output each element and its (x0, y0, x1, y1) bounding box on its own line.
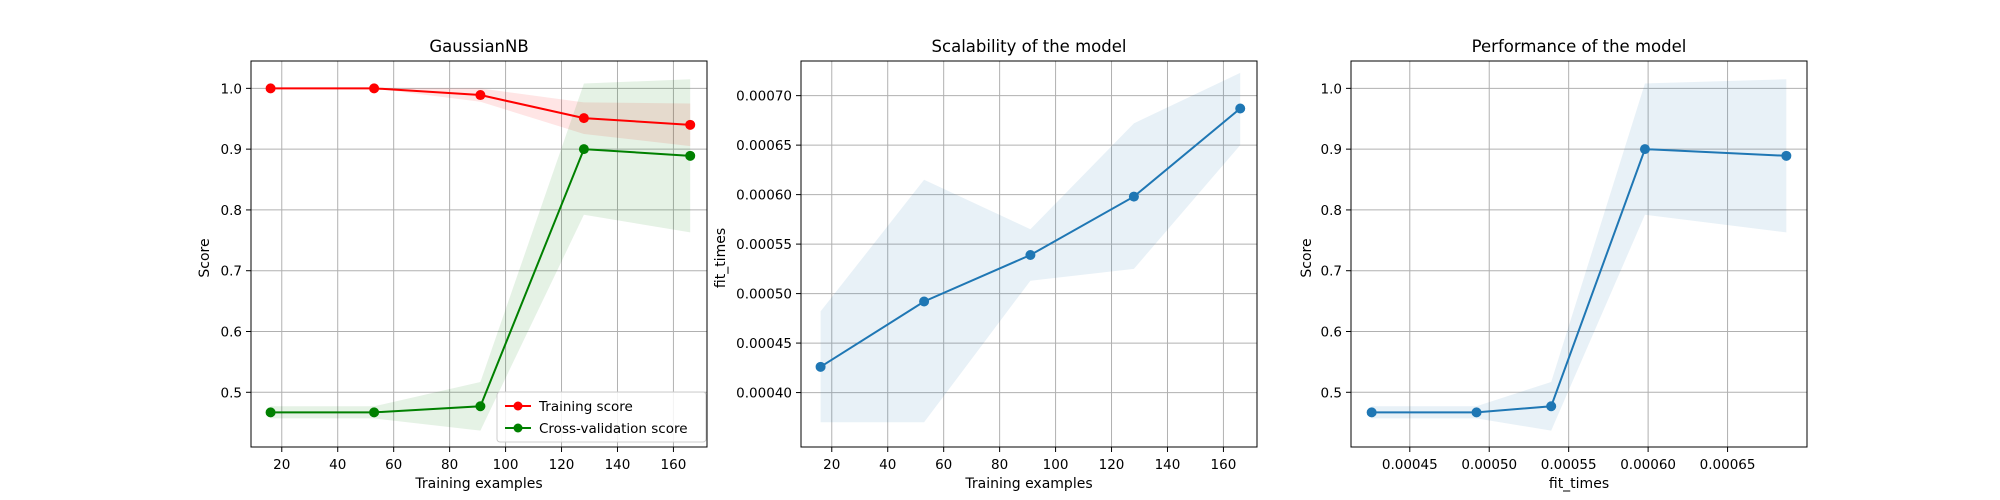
data-point (1546, 401, 1557, 412)
legend-label: Cross-validation score (539, 421, 688, 437)
data-point (578, 113, 589, 124)
data-point (1366, 407, 1377, 418)
confidence-bands (1371, 79, 1787, 431)
data-point (815, 361, 826, 372)
axes-frame (800, 60, 1258, 448)
data-point (685, 119, 696, 130)
data-point (265, 83, 276, 94)
data-point (475, 90, 486, 101)
y-tick-label: 0.9 (221, 142, 242, 158)
y-tick-label: 1.0 (1321, 81, 1342, 97)
data-point (369, 407, 380, 418)
x-tick-label: 40 (329, 457, 346, 473)
data-point (369, 83, 380, 94)
data-point (685, 150, 696, 161)
x-tick-label: 20 (823, 457, 840, 473)
y-axis-label: fit_times (713, 228, 729, 288)
y-tick-label: 1.0 (221, 81, 242, 97)
x-tick-label: 60 (385, 457, 402, 473)
y-tick-label: 0.00040 (736, 386, 792, 402)
x-tick-label: 20 (273, 457, 290, 473)
y-tick-label: 0.00065 (736, 138, 792, 154)
data-point (578, 144, 589, 155)
legend-entry: Cross-validation score (505, 421, 688, 437)
y-tick-label: 0.5 (221, 385, 242, 401)
confidence-bands (820, 72, 1241, 423)
x-axis-label: fit_times (1549, 476, 1609, 492)
x-tick-label: 0.00065 (1700, 457, 1756, 473)
grid (1351, 61, 1807, 447)
series (815, 103, 1246, 372)
x-tick-label: 100 (1043, 457, 1069, 473)
data-point (1025, 249, 1036, 260)
legend-marker (513, 401, 523, 411)
data-point (1781, 150, 1792, 161)
x-tick-label: 140 (605, 457, 631, 473)
scalability-panel: Scalability of the model Training exampl… (713, 37, 1258, 492)
series (265, 83, 696, 130)
y-tick-label: 0.00050 (736, 287, 792, 303)
x-tick-label: 0.00050 (1461, 457, 1517, 473)
chart-title: GaussianNB (429, 37, 528, 56)
legend: Training score Cross-validation score (496, 391, 707, 443)
x-tick-label: 80 (991, 457, 1008, 473)
legend-label: Training score (538, 399, 633, 415)
x-tick-label: 40 (879, 457, 896, 473)
x-tick-label: 160 (1211, 457, 1237, 473)
x-tick-label: 60 (935, 457, 952, 473)
series (265, 144, 696, 418)
grid (251, 61, 707, 447)
x-axis-label: Training examples (964, 476, 1092, 492)
y-axis-label: Score (1299, 238, 1315, 277)
x-tick-label: 0.00055 (1541, 457, 1597, 473)
x-axis-label: Training examples (414, 476, 542, 492)
x-tick-label: 160 (661, 457, 687, 473)
y-tick-label: 0.7 (221, 264, 242, 280)
data-point (1128, 191, 1139, 202)
data-point (1235, 103, 1246, 114)
x-tick-label: 120 (549, 457, 575, 473)
confidence-band (1371, 79, 1787, 431)
axes-frame (250, 60, 708, 448)
data-point (475, 401, 486, 412)
axes-frame (1350, 60, 1808, 448)
chart-title: Scalability of the model (932, 37, 1127, 56)
x-tick-label: 100 (493, 457, 519, 473)
x-tick-label: 0.00045 (1382, 457, 1438, 473)
data-point (265, 407, 276, 418)
x-tick-label: 0.00060 (1620, 457, 1676, 473)
y-tick-label: 0.5 (1321, 385, 1342, 401)
data-point (1471, 407, 1482, 418)
confidence-band (270, 79, 691, 431)
series (1366, 144, 1792, 418)
chart-title: Performance of the model (1472, 37, 1687, 56)
y-tick-label: 0.00045 (736, 336, 792, 352)
y-axis-label: Score (197, 238, 213, 277)
grid (801, 61, 1257, 447)
x-tick-label: 80 (441, 457, 458, 473)
legend-marker (513, 423, 523, 433)
y-tick-label: 0.00060 (736, 188, 792, 204)
confidence-band (270, 88, 691, 147)
y-tick-label: 0.6 (1321, 325, 1342, 341)
confidence-band (820, 72, 1241, 423)
confidence-bands (270, 79, 691, 431)
y-tick-label: 0.6 (221, 325, 242, 341)
y-tick-label: 0.8 (221, 203, 242, 219)
x-tick-label: 140 (1155, 457, 1181, 473)
legend-frame (496, 391, 707, 443)
y-tick-label: 0.9 (1321, 142, 1342, 158)
x-tick-label: 120 (1099, 457, 1125, 473)
legend-entry: Training score (505, 399, 633, 415)
data-point (919, 296, 930, 307)
y-tick-label: 0.00070 (736, 89, 792, 105)
data-point (1639, 144, 1650, 155)
gaussiannb-panel: GaussianNB Training examples Score 20 40 6… (197, 37, 708, 492)
performance-panel: Performance of the model fit_times Score… (1299, 37, 1808, 492)
y-tick-label: 0.8 (1321, 203, 1342, 219)
y-tick-label: 0.7 (1321, 264, 1342, 280)
y-tick-label: 0.00055 (736, 237, 792, 253)
